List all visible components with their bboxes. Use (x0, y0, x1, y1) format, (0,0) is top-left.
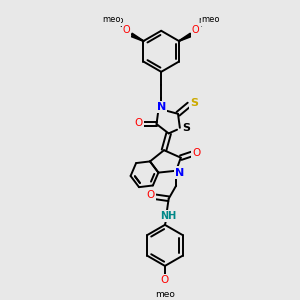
Text: meo: meo (209, 23, 212, 24)
Text: meo: meo (201, 15, 220, 24)
Text: meo: meo (155, 290, 175, 299)
Text: N: N (157, 102, 166, 112)
Text: S: S (190, 98, 198, 108)
Text: O: O (123, 27, 130, 37)
Text: meo: meo (110, 23, 113, 24)
Text: O: O (193, 148, 201, 158)
Text: S: S (182, 123, 190, 133)
Text: meo: meo (105, 16, 124, 25)
Text: O: O (123, 25, 130, 35)
Text: O: O (123, 24, 130, 34)
Text: NH: NH (160, 211, 177, 220)
Text: O: O (192, 25, 200, 35)
Text: O: O (147, 190, 155, 200)
Text: O: O (135, 118, 143, 128)
Text: N: N (175, 168, 184, 178)
Text: O: O (161, 275, 169, 285)
Text: meo: meo (155, 290, 175, 299)
Text: O: O (192, 24, 200, 34)
Text: meo: meo (103, 15, 121, 24)
Text: meo: meo (199, 16, 217, 25)
Text: O: O (192, 27, 200, 37)
